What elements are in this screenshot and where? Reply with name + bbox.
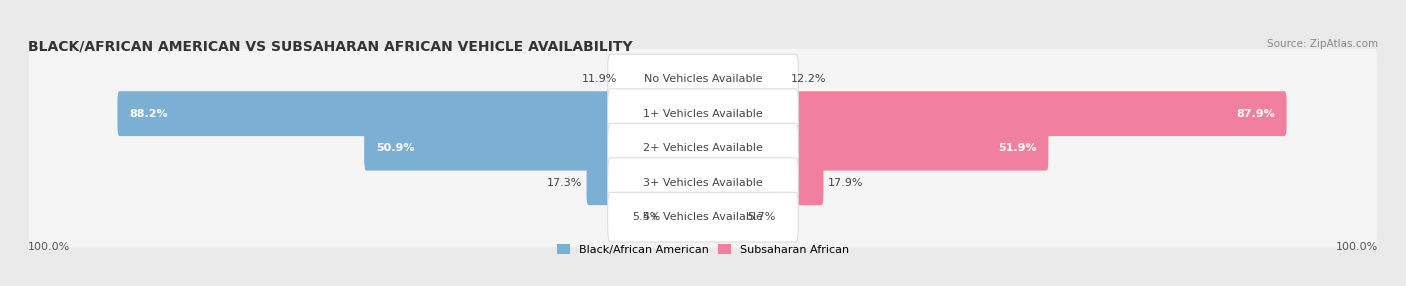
FancyBboxPatch shape [28, 83, 1378, 144]
FancyBboxPatch shape [607, 54, 799, 104]
Text: No Vehicles Available: No Vehicles Available [644, 74, 762, 84]
FancyBboxPatch shape [607, 192, 799, 242]
Text: 50.9%: 50.9% [377, 143, 415, 153]
FancyBboxPatch shape [607, 158, 799, 208]
Text: 17.3%: 17.3% [547, 178, 582, 188]
Text: 2+ Vehicles Available: 2+ Vehicles Available [643, 143, 763, 153]
FancyBboxPatch shape [586, 160, 613, 205]
Text: 1+ Vehicles Available: 1+ Vehicles Available [643, 109, 763, 119]
Legend: Black/African American, Subsaharan African: Black/African American, Subsaharan Afric… [557, 244, 849, 255]
Text: 12.2%: 12.2% [790, 74, 825, 84]
FancyBboxPatch shape [364, 126, 613, 171]
Text: 87.9%: 87.9% [1236, 109, 1275, 119]
FancyBboxPatch shape [28, 152, 1378, 213]
Text: 100.0%: 100.0% [28, 241, 70, 251]
Text: 11.9%: 11.9% [582, 74, 617, 84]
FancyBboxPatch shape [665, 198, 669, 236]
Text: 3+ Vehicles Available: 3+ Vehicles Available [643, 178, 763, 188]
Text: BLACK/AFRICAN AMERICAN VS SUBSAHARAN AFRICAN VEHICLE AVAILABILITY: BLACK/AFRICAN AMERICAN VS SUBSAHARAN AFR… [28, 39, 633, 53]
FancyBboxPatch shape [793, 126, 1049, 171]
Text: 4+ Vehicles Available: 4+ Vehicles Available [643, 212, 763, 222]
FancyBboxPatch shape [118, 91, 613, 136]
Text: Source: ZipAtlas.com: Source: ZipAtlas.com [1267, 39, 1378, 49]
FancyBboxPatch shape [607, 123, 799, 173]
FancyBboxPatch shape [28, 118, 1378, 178]
Text: 5.7%: 5.7% [748, 212, 776, 222]
FancyBboxPatch shape [28, 49, 1378, 110]
Text: 51.9%: 51.9% [998, 143, 1036, 153]
FancyBboxPatch shape [607, 89, 799, 138]
Text: 5.5%: 5.5% [631, 212, 659, 222]
Text: 88.2%: 88.2% [129, 109, 167, 119]
FancyBboxPatch shape [28, 187, 1378, 248]
FancyBboxPatch shape [623, 60, 626, 98]
Text: 100.0%: 100.0% [1336, 241, 1378, 251]
FancyBboxPatch shape [793, 91, 1286, 136]
FancyBboxPatch shape [793, 160, 824, 205]
Text: 17.9%: 17.9% [828, 178, 863, 188]
